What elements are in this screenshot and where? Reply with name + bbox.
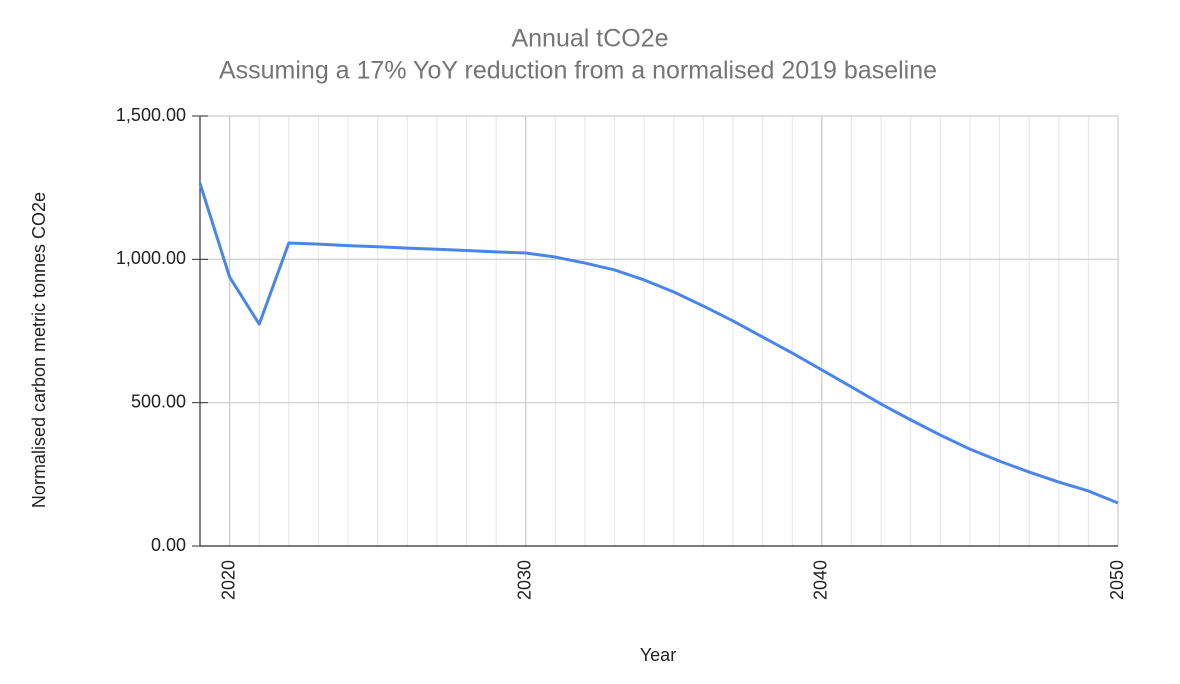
x-tick-label: 2030 (514, 560, 534, 600)
y-tick-label: 500.00 (131, 391, 186, 411)
y-tick-label: 1,500.00 (116, 105, 186, 125)
data-line (198, 182, 1119, 505)
chart-title: Annual tCO2e (511, 25, 668, 53)
y-tick-label: 1,000.00 (116, 248, 186, 268)
x-tick-label: 2020 (218, 560, 238, 600)
y-tick-label: 0.00 (151, 535, 186, 555)
x-tick-label: 2040 (811, 560, 831, 600)
y-axis-label: Normalised carbon metric tonnes CO2e (29, 192, 49, 508)
x-tick-label: 2050 (1107, 560, 1127, 600)
x-axis-label: Year (640, 645, 676, 665)
chart-subtitle: Assuming a 17% YoY reduction from a norm… (219, 57, 937, 85)
